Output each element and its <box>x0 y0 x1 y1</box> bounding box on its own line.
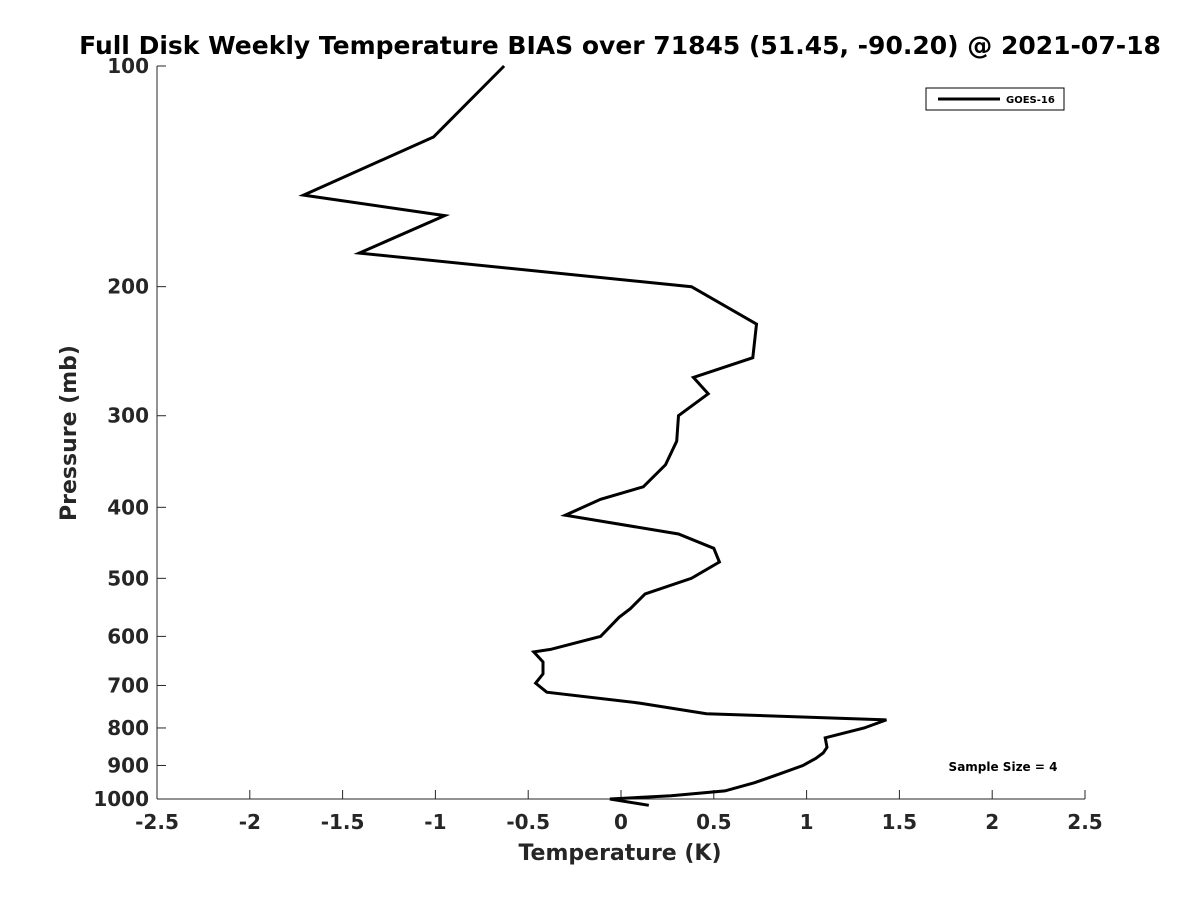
y-tick-label: 400 <box>107 495 149 519</box>
x-tick-label: -1 <box>424 810 446 834</box>
y-axis-ticks: 100 200 300 400 500 600 700 800 900 1000 <box>93 54 166 811</box>
x-tick-label: 0.5 <box>696 810 731 834</box>
y-tick-label: 700 <box>107 673 149 697</box>
y-tick-label: 600 <box>107 624 149 648</box>
x-axis-ticks: -2.5 -2 -1.5 -1 -0.5 0 0.5 1 1.5 2 2.5 <box>135 790 1103 834</box>
legend: GOES-16 <box>925 87 1065 111</box>
x-tick-label: 0 <box>614 810 628 834</box>
y-tick-label: 1000 <box>93 787 149 811</box>
x-tick-label: -2 <box>239 810 261 834</box>
series-line-goes16 <box>298 64 887 807</box>
y-tick-label: 200 <box>107 275 149 299</box>
sample-size-annotation: Sample Size = 4 <box>949 760 1058 774</box>
y-tick-label: 800 <box>107 716 149 740</box>
x-tick-label: 2.5 <box>1067 810 1102 834</box>
y-axis-label: Pressure (mb) <box>57 345 82 521</box>
x-tick-label: 1.5 <box>882 810 917 834</box>
legend-label-goes16: GOES-16 <box>1006 95 1055 106</box>
y-tick-label: 100 <box>107 54 149 78</box>
y-tick-label: 500 <box>107 566 149 590</box>
y-tick-label: 300 <box>107 404 149 428</box>
chart-title: Full Disk Weekly Temperature BIAS over 7… <box>79 31 1161 60</box>
x-tick-label: -1.5 <box>321 810 365 834</box>
x-tick-label: 2 <box>985 810 999 834</box>
x-tick-label: -2.5 <box>135 810 179 834</box>
y-tick-label: 900 <box>107 753 149 777</box>
x-tick-label: 1 <box>800 810 814 834</box>
x-axis-label: Temperature (K) <box>518 841 721 866</box>
series-layer <box>298 64 887 807</box>
x-tick-label: -0.5 <box>506 810 550 834</box>
